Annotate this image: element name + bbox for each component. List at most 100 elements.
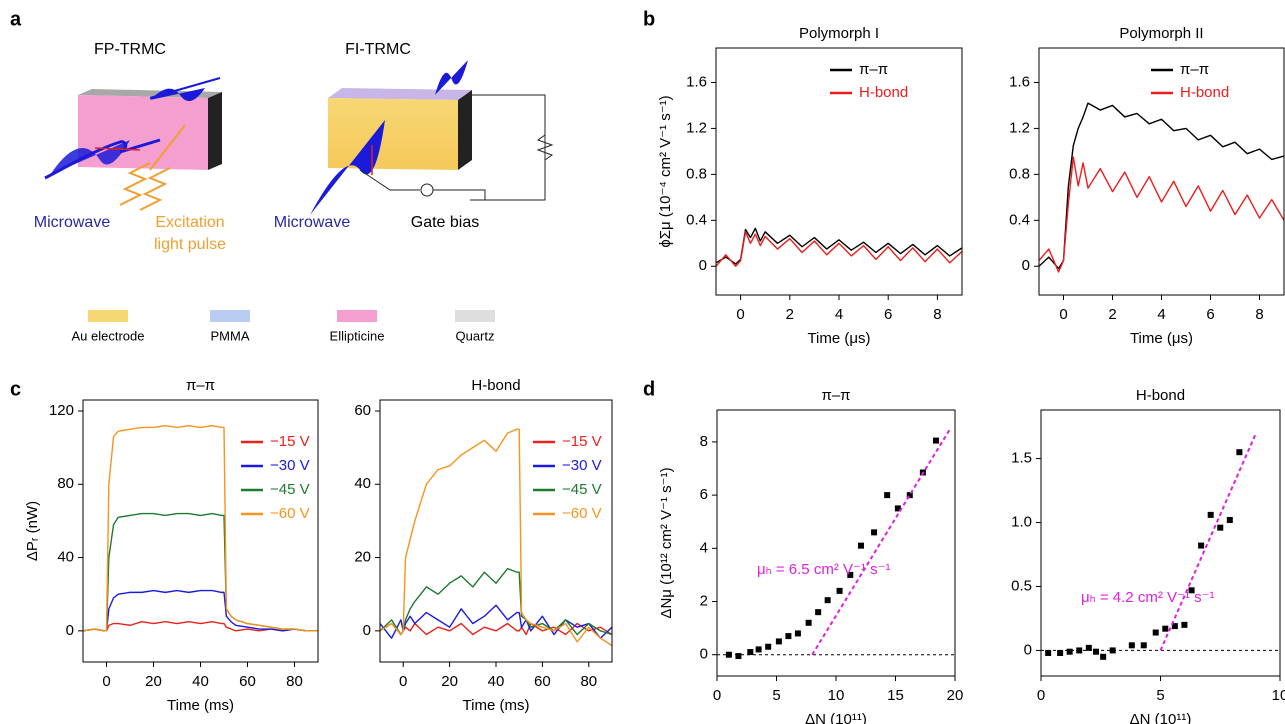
x-tick-label: 6 (884, 306, 892, 323)
y-tick-label: 2 (700, 592, 708, 609)
plot-frame (82, 399, 319, 663)
x-tick-label: 6 (1206, 306, 1214, 323)
plot-data (1041, 432, 1280, 660)
x-tick-label: 15 (887, 687, 904, 704)
legend-label: π–π (859, 61, 888, 78)
x-axis-label: ΔN (10¹¹) (805, 711, 867, 724)
data-point (775, 638, 782, 645)
plot-data (716, 227, 962, 267)
data-line (716, 231, 962, 267)
x-tick-label: 20 (947, 687, 964, 704)
x-tick-label: 5 (1156, 687, 1164, 704)
legend-label: −30 V (562, 457, 602, 474)
x-tick-label: 0 (399, 673, 407, 690)
y-tick-label: 20 (354, 549, 371, 566)
data-point (1140, 642, 1147, 649)
panel-label: c (10, 378, 21, 400)
data-point (1045, 649, 1052, 656)
data-point (1085, 644, 1092, 651)
data-point (884, 492, 891, 499)
data-point (857, 542, 864, 549)
data-point (785, 633, 792, 640)
x-tick-label: 10 (1272, 687, 1285, 704)
light-pulse (119, 162, 171, 211)
data-point (1217, 524, 1224, 531)
data-point (1109, 647, 1116, 654)
data-point (906, 492, 913, 499)
y-tick-label: 0 (66, 622, 74, 639)
panel-label: a (10, 8, 22, 30)
slab-front (328, 98, 458, 170)
x-tick-label: 80 (286, 673, 303, 690)
data-line (1039, 156, 1284, 273)
data-point (1057, 649, 1064, 656)
data-point (932, 437, 939, 444)
data-line (380, 567, 612, 636)
x-tick-label: 10 (828, 687, 845, 704)
arrow (149, 77, 221, 99)
arrow (149, 124, 186, 171)
data-line (83, 424, 318, 632)
resistor (536, 134, 554, 161)
circuit (359, 169, 420, 191)
method-label: FI-TRMC (345, 41, 411, 58)
plot-frame (1040, 409, 1281, 677)
panel-label: b (643, 8, 655, 30)
circuit (470, 94, 546, 201)
data-point (1092, 648, 1099, 655)
data-point (1207, 511, 1214, 518)
method-label: FP-TRMC (94, 41, 166, 58)
data-line (380, 428, 612, 647)
y-tick-label: 1.5 (1011, 450, 1032, 467)
layer-swatch (337, 310, 377, 322)
slab-top (328, 88, 472, 100)
x-axis-label: Time (μs) (807, 330, 870, 347)
data-point (836, 587, 843, 594)
y-tick-label: 1.2 (1009, 119, 1030, 136)
y-tick-label: 0.4 (1009, 211, 1030, 228)
diagram-label: light pulse (154, 236, 226, 253)
circuit (433, 189, 486, 200)
plot-frame (379, 399, 613, 663)
y-tick-label: 0.5 (1011, 577, 1032, 594)
x-tick-label: 4 (835, 306, 843, 323)
wave (310, 120, 385, 215)
plot-frame (716, 409, 956, 677)
layer-swatch (455, 310, 495, 322)
y-tick-label: 40 (354, 475, 371, 492)
y-tick-label: 60 (354, 402, 371, 419)
legend-label: −45 V (270, 481, 310, 498)
y-tick-label: 0 (699, 257, 707, 274)
legend-label: π–π (1180, 61, 1209, 78)
legend-label: −45 V (562, 481, 602, 498)
plot-data (380, 428, 612, 647)
data-point (1162, 625, 1169, 632)
chart-title: Polymorph I (799, 25, 879, 42)
x-tick-label: 4 (1157, 306, 1165, 323)
diagram-label: Microwave (34, 214, 111, 231)
x-tick-label: 60 (534, 673, 551, 690)
diagram-label: Gate bias (411, 214, 479, 231)
data-point (1188, 587, 1195, 594)
x-axis-label: ΔN (10¹¹) (1130, 711, 1192, 724)
y-tick-label: 0.4 (686, 211, 707, 228)
layer-label: PMMA (211, 328, 250, 343)
y-tick-label: 0.8 (1009, 165, 1030, 182)
x-tick-label: 40 (192, 673, 209, 690)
data-point (1236, 449, 1243, 456)
y-tick-label: 80 (57, 475, 74, 492)
data-point (824, 597, 831, 604)
data-line (1039, 102, 1284, 270)
wave (435, 60, 468, 95)
data-point (1226, 516, 1233, 523)
diagram-label: Excitation (155, 214, 224, 231)
chart-title: H-bond (1136, 387, 1185, 404)
slab-front (78, 95, 208, 170)
data-line (83, 512, 318, 632)
panel-label: d (643, 378, 655, 400)
y-axis-label: ΔPᵣ (nW) (24, 501, 41, 561)
data-line (380, 622, 612, 636)
x-tick-label: 0 (713, 687, 721, 704)
data-point (847, 571, 854, 578)
